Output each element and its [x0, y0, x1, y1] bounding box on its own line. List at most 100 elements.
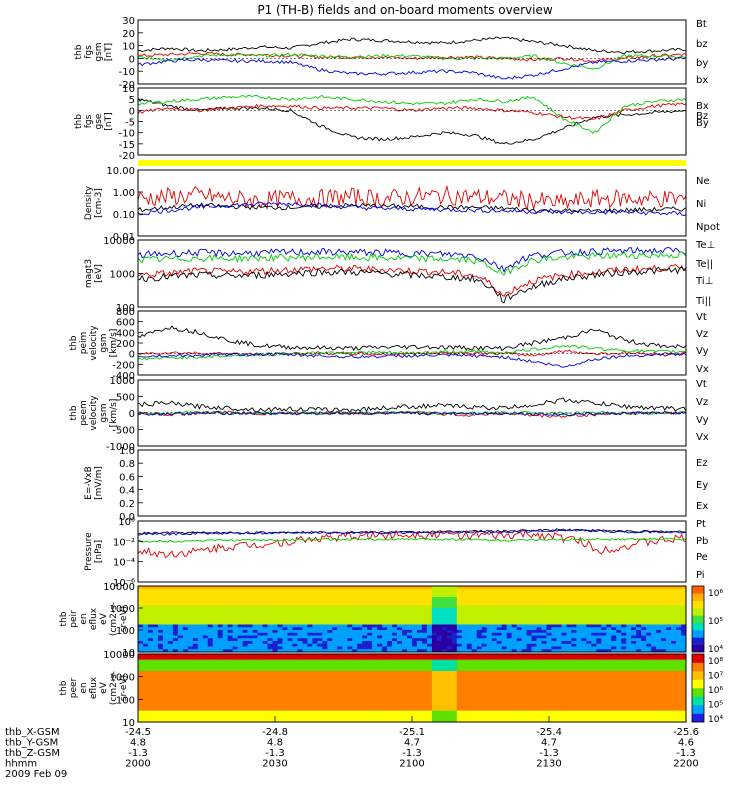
heatmap-cell [177, 671, 184, 675]
heatmap-cell [182, 635, 189, 639]
heatmap-cell [138, 599, 144, 603]
heatmap-cell [412, 659, 418, 663]
heatmap-cell [412, 673, 418, 677]
heatmap-cell [426, 705, 433, 709]
heatmap-cell [372, 668, 378, 672]
heatmap-cell [147, 705, 154, 709]
heatmap-cell [536, 688, 542, 692]
heatmap-cell [372, 665, 378, 669]
heatmap-cell [546, 676, 552, 680]
heatmap-cell [267, 649, 273, 653]
heatmap-cell [267, 641, 273, 645]
heatmap-cell [182, 716, 189, 720]
heatmap-cell [187, 643, 194, 647]
heatmap-cell [337, 621, 343, 625]
heatmap-cell [207, 599, 214, 603]
heatmap-cell [382, 693, 388, 697]
heatmap-cell [651, 641, 657, 645]
legend-Ne: Ne [696, 176, 710, 187]
heatmap-cell [147, 676, 154, 680]
heatmap-cell [471, 693, 478, 697]
heatmap-cell [362, 586, 368, 590]
heatmap-cell [551, 588, 557, 592]
heatmap-cell [387, 699, 393, 703]
heatmap-cell [556, 665, 562, 669]
heatmap-cell [207, 649, 214, 653]
heatmap-cell [227, 591, 233, 595]
heatmap-cell [511, 707, 517, 711]
heatmap-cell [277, 705, 283, 709]
heatmap-cell [192, 693, 199, 697]
heatmap-cell [307, 641, 313, 645]
heatmap-cell [222, 659, 228, 663]
heatmap-cell [207, 616, 214, 620]
heatmap-cell [451, 662, 458, 666]
heatmap-cell [162, 688, 169, 692]
heatmap-cell [162, 591, 169, 595]
heatmap-cell [147, 610, 154, 614]
heatmap-cell [531, 656, 537, 660]
heatmap-cell [621, 619, 627, 623]
y-axis-label: fgs [84, 45, 94, 59]
heatmap-cell [586, 643, 592, 647]
heatmap-cell [506, 621, 512, 625]
heatmap-cell [412, 654, 418, 658]
heatmap-cell [441, 654, 448, 658]
heatmap-cell [431, 693, 438, 697]
heatmap-cell [382, 638, 388, 642]
heatmap-cell [476, 659, 483, 663]
heatmap-cell [322, 693, 328, 697]
heatmap-cell [476, 643, 483, 647]
heatmap-cell [551, 638, 557, 642]
heatmap-cell [461, 690, 468, 694]
heatmap-cell [412, 679, 418, 683]
heatmap-cell [481, 610, 488, 614]
heatmap-cell [267, 624, 273, 628]
heatmap-cell [456, 599, 463, 603]
heatmap-cell [506, 654, 512, 658]
heatmap-cell [407, 610, 413, 614]
heatmap-cell [626, 624, 632, 628]
heatmap-cell [556, 656, 562, 660]
heatmap-cell [147, 688, 154, 692]
heatmap-cell [287, 690, 293, 694]
heatmap-cell [302, 719, 308, 723]
heatmap-cell [481, 679, 488, 683]
heatmap-cell [207, 668, 214, 672]
heatmap-cell [202, 673, 209, 677]
heatmap-cell [312, 693, 318, 697]
heatmap-cell [556, 597, 562, 601]
heatmap-cell [461, 713, 468, 717]
heatmap-cell [402, 659, 408, 663]
heatmap-cell [476, 673, 483, 677]
heatmap-cell [621, 599, 627, 603]
heatmap-cell [207, 591, 214, 595]
heatmap-cell [466, 713, 473, 717]
heatmap-cell [197, 602, 204, 606]
heatmap-cell [446, 649, 453, 653]
heatmap-cell [207, 654, 214, 658]
heatmap-cell [476, 624, 483, 628]
heatmap-cell [651, 591, 657, 595]
heatmap-cell [187, 616, 194, 620]
heatmap-cell [641, 649, 647, 653]
heatmap-cell [337, 588, 343, 592]
heatmap-cell [392, 627, 398, 631]
heatmap-cell [616, 635, 622, 639]
heatmap-cell [138, 632, 144, 636]
heatmap-cell [322, 649, 328, 653]
heatmap-cell [536, 608, 542, 612]
heatmap-cell [511, 605, 517, 609]
heatmap-cell [247, 602, 253, 606]
heatmap-cell [172, 597, 179, 601]
heatmap-cell [441, 713, 448, 717]
heatmap-cell [486, 696, 493, 700]
heatmap-cell [232, 588, 238, 592]
heatmap-cell [172, 588, 179, 592]
heatmap-cell [526, 646, 532, 650]
heatmap-cell [431, 668, 438, 672]
heatmap-cell [412, 649, 418, 653]
heatmap-cell [516, 713, 522, 717]
heatmap-cell [202, 613, 209, 617]
